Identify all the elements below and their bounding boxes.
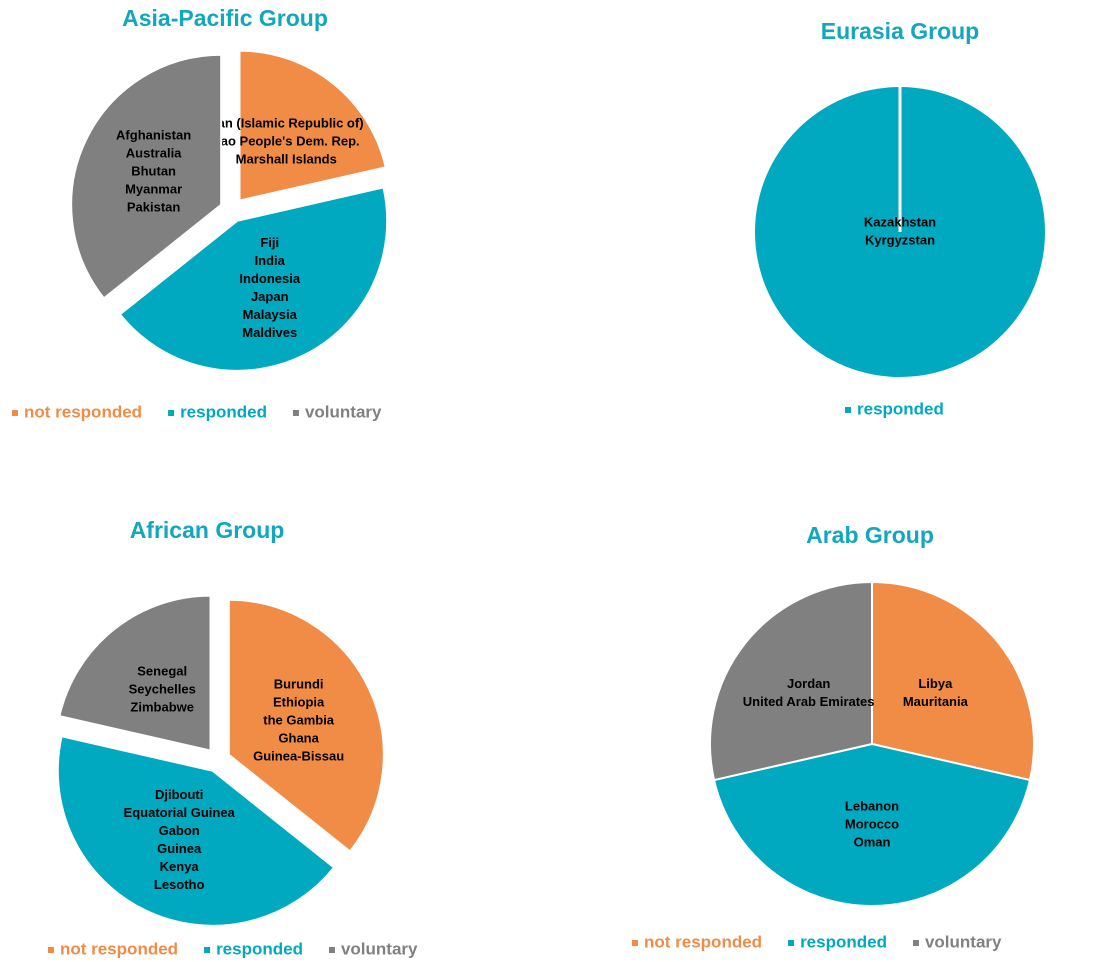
pie-slice xyxy=(871,580,1035,782)
legend-marker xyxy=(845,407,851,413)
pie-slice xyxy=(712,742,1032,908)
slice-label: Libya xyxy=(918,676,953,691)
legend-label: responded xyxy=(857,399,944,418)
slice-label: Oman xyxy=(854,834,891,849)
chart-title: Eurasia Group xyxy=(821,18,979,44)
slice-label: Malaysia xyxy=(243,307,298,322)
legend-marker xyxy=(204,947,211,953)
legend-marker xyxy=(168,410,175,416)
slice-label: Kyrgyzstan xyxy=(865,232,935,247)
slice-label: Iran (Islamic Republic of) xyxy=(209,115,364,130)
slice-label: Morocco xyxy=(845,816,899,831)
legend-label: not responded xyxy=(60,939,178,958)
slice-label: India xyxy=(255,253,286,268)
pie-slice xyxy=(56,735,336,927)
slice-label: Marshall Islands xyxy=(236,151,337,166)
legend-marker xyxy=(328,947,335,953)
slice-label: Fiji xyxy=(260,235,279,250)
slice-label: Jordan xyxy=(787,676,830,691)
legend-label: responded xyxy=(216,939,303,958)
legend-label: not responded xyxy=(644,932,762,951)
pie-slice xyxy=(70,53,223,300)
legend-label: responded xyxy=(800,932,887,951)
legend-marker xyxy=(788,940,795,946)
pie-slice xyxy=(238,49,387,202)
slice-label: Zimbabwe xyxy=(130,699,194,714)
slice-label: Lebanon xyxy=(845,798,899,813)
chart-title: African Group xyxy=(130,517,285,543)
slice-label: Ethiopia xyxy=(273,695,325,710)
pie-slice xyxy=(227,598,385,853)
slice-label: Mauritania xyxy=(903,694,969,709)
slice-label: United Arab Emirates xyxy=(743,694,875,709)
slice-label: Maldives xyxy=(242,325,297,340)
legend-marker xyxy=(912,940,919,946)
legend-label: voluntary xyxy=(305,402,382,421)
slice-label: Lesotho xyxy=(154,877,205,892)
pie-slice xyxy=(118,186,389,372)
legend-label: not responded xyxy=(24,402,142,421)
slice-label: Gabon xyxy=(159,823,200,838)
slice-label: Lao People's Dem. Rep. xyxy=(213,133,360,148)
slice-label: the Gambia xyxy=(263,713,335,728)
slice-label: Seychelles xyxy=(129,681,196,696)
slice-label: Myanmar xyxy=(125,182,182,197)
slice-label: Djibouti xyxy=(155,787,203,802)
slice-label: Senegal xyxy=(137,663,187,678)
chart-title: Asia-Pacific Group xyxy=(122,5,328,31)
slice-label: Afghanistan xyxy=(116,128,191,143)
legend-label: voluntary xyxy=(341,939,418,958)
slice-label: Japan xyxy=(251,289,289,304)
slice-label: Guinea-Bissau xyxy=(253,749,344,764)
slice-label: Bhutan xyxy=(131,164,176,179)
legend-marker xyxy=(292,410,299,416)
legend-marker xyxy=(12,410,18,416)
slice-label: Guinea xyxy=(157,841,202,856)
pie-slice xyxy=(709,580,873,782)
legend-marker xyxy=(48,947,54,953)
pie-slice xyxy=(58,594,212,752)
slice-label: Ghana xyxy=(278,731,319,746)
slice-label: Kenya xyxy=(160,859,200,874)
legend-label: responded xyxy=(180,402,267,421)
legend-marker xyxy=(632,940,638,946)
slice-label: Australia xyxy=(126,146,182,161)
chart-title: Arab Group xyxy=(806,522,934,548)
slice-label: Burundi xyxy=(274,677,324,692)
slice-label: Indonesia xyxy=(239,271,300,286)
slice-label: Kazakhstan xyxy=(864,214,936,229)
legend-label: voluntary xyxy=(925,932,1002,951)
slice-label: Equatorial Guinea xyxy=(124,805,236,820)
slice-label: Pakistan xyxy=(127,200,181,215)
